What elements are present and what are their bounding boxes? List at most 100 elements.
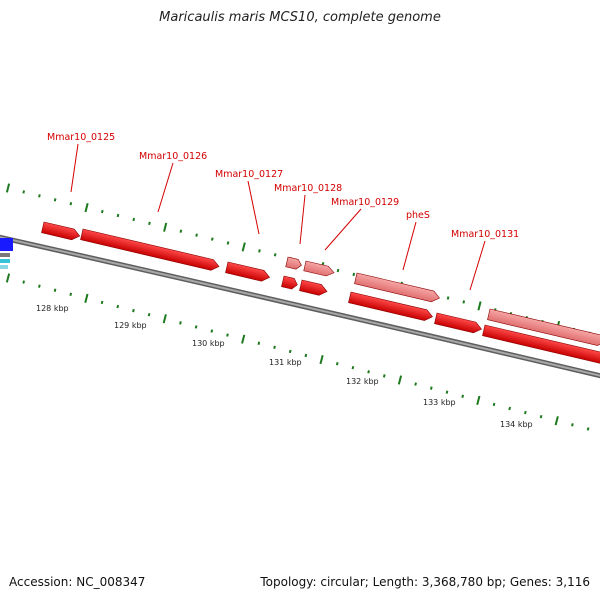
gc-tick-upper <box>5 183 11 193</box>
gc-tick-upper <box>336 268 340 273</box>
gc-tick-lower <box>273 345 276 350</box>
gene-leader-line <box>324 208 362 251</box>
gene-leader-line <box>469 240 486 291</box>
gc-tick-lower <box>367 370 370 374</box>
genome-summary-text: Topology: circular; Length: 3,368,780 bp… <box>260 575 590 589</box>
gc-tick-lower <box>179 321 182 325</box>
gc-tick-lower <box>132 308 135 313</box>
gc-tick-lower <box>571 423 574 427</box>
gc-tick-upper <box>163 222 168 232</box>
gene-leader-line <box>402 221 417 271</box>
gc-tick-lower <box>100 300 104 305</box>
gc-tick-upper <box>352 272 356 277</box>
gene-mmar10-0131a <box>434 312 482 334</box>
gene-light-4-shape <box>487 308 600 346</box>
accession-text: Accession: NC_008347 <box>9 575 146 589</box>
scale-tick-label: 128 kbp <box>36 304 69 313</box>
gene-phes <box>348 291 433 321</box>
gc-tick-upper <box>210 237 214 241</box>
gc-tick-upper <box>258 249 261 253</box>
scale-tick-label: 130 kbp <box>192 339 225 348</box>
gene-mmar10-0126-shape <box>80 228 220 271</box>
gc-tick-upper <box>132 217 136 222</box>
gc-tick-lower <box>5 273 11 283</box>
gene-leader-line <box>70 143 79 193</box>
gc-tick-lower <box>116 304 120 309</box>
gene-light-2 <box>303 260 335 277</box>
gene-label: Mmar10_0129 <box>331 197 399 208</box>
feature-cyan-light <box>0 265 8 269</box>
gene-label: Mmar10_0128 <box>274 183 342 194</box>
gene-label: Mmar10_0131 <box>451 229 519 240</box>
gc-tick-lower <box>288 349 292 354</box>
gene-mmar10-0125 <box>41 221 81 241</box>
gene-light-3 <box>354 272 440 303</box>
gene-mmar10-0131b <box>482 324 600 365</box>
gc-tick-lower <box>335 361 339 366</box>
genome-backbone <box>0 234 600 379</box>
gc-tick-upper <box>84 203 89 213</box>
gene-leader-line <box>247 180 260 235</box>
gc-tick-upper <box>53 198 57 202</box>
backbone-highlight <box>0 236 600 377</box>
gc-tick-lower <box>22 280 26 284</box>
gene-light-3-shape <box>354 272 440 303</box>
gene-mmar10-0127 <box>225 261 271 282</box>
gc-tick-upper <box>116 213 120 218</box>
scale-tick-label: 129 kbp <box>114 321 147 330</box>
gc-tick-upper <box>273 253 277 257</box>
gene-light-2-shape <box>303 260 335 277</box>
gc-tick-lower <box>53 288 57 292</box>
gc-tick-upper <box>226 241 230 245</box>
scale-tick-label: 133 kbp <box>423 398 456 407</box>
gc-tick-lower <box>492 402 496 407</box>
gc-tick-lower <box>429 386 433 390</box>
gc-tick-lower <box>69 292 73 297</box>
feature-grey <box>0 253 10 257</box>
feature-blue <box>0 238 13 251</box>
gc-tick-upper <box>462 300 466 304</box>
gc-tick-lower <box>461 394 465 398</box>
gene-mmar10-0131a-shape <box>434 312 482 334</box>
gc-tick-upper <box>195 233 198 237</box>
gene-label: Mmar10_0125 <box>47 132 115 143</box>
gc-tick-lower <box>319 354 324 365</box>
gc-tick-lower <box>194 325 198 329</box>
gc-tick-lower <box>84 293 89 303</box>
gc-tick-upper <box>446 296 450 300</box>
scale-tick-label: 134 kbp <box>500 420 533 429</box>
scale-tick-label: 132 kbp <box>346 377 379 386</box>
gene-mmar10-0129-shape <box>299 279 328 296</box>
gene-mmar10-0126 <box>80 228 220 271</box>
gc-tick-lower <box>586 427 590 431</box>
gc-tick-lower <box>257 341 261 345</box>
gc-tick-upper <box>38 194 41 198</box>
gene-light-1 <box>285 256 302 270</box>
gc-tick-lower <box>210 329 214 333</box>
gene-label: Mmar10_0126 <box>139 151 207 162</box>
gene-mmar10-0129 <box>299 279 328 296</box>
gc-tick-lower <box>414 382 417 386</box>
gc-tick-upper <box>241 242 246 252</box>
gc-tick-lower <box>382 374 386 378</box>
gc-tick-upper <box>69 202 73 206</box>
gc-tick-lower <box>508 406 512 411</box>
gene-leader-line <box>299 194 306 245</box>
gene-light-4 <box>487 308 600 346</box>
gc-tick-lower <box>162 314 167 324</box>
gene-light-1-shape <box>285 256 302 270</box>
gc-tick-upper <box>100 209 104 214</box>
gc-tick-lower <box>351 366 355 370</box>
feature-cyan <box>0 259 10 263</box>
gene-label: pheS <box>406 210 430 221</box>
gene-mmar10-0127-shape <box>225 261 271 282</box>
feature-track <box>0 221 600 365</box>
gc-tick-lower <box>38 284 41 288</box>
gene-mmar10-0128 <box>281 275 298 290</box>
gc-tick-upper <box>179 229 183 233</box>
gene-mmar10-0125-shape <box>41 221 81 241</box>
gene-mmar10-0131b-shape <box>482 324 600 365</box>
gene-labels: Mmar10_0125 Mmar10_0126 Mmar10_0127 Mmar10_… <box>47 132 519 291</box>
gc-tick-lower <box>476 395 481 405</box>
